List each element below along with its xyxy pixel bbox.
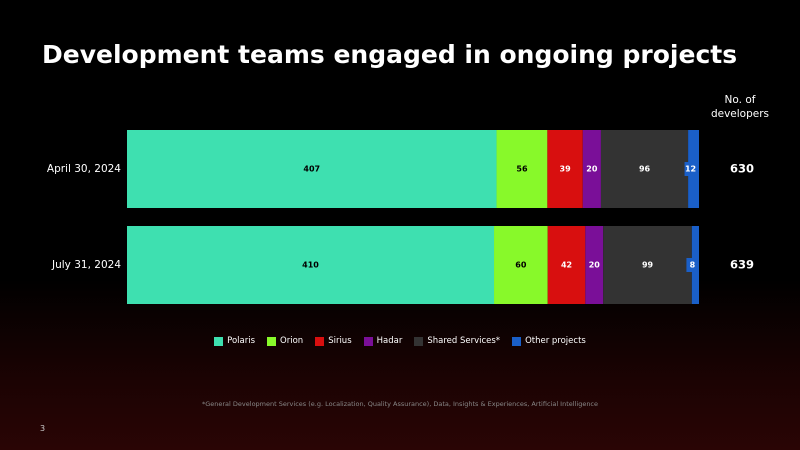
footnote: *General Development Services (e.g. Loca…: [201, 400, 599, 408]
category-label: July 31, 2024: [51, 259, 121, 271]
total-label: 639: [730, 258, 754, 272]
bar-segment: [494, 226, 548, 304]
value-label: 42: [561, 261, 572, 270]
legend-swatch: [414, 336, 424, 346]
legend: Polaris Orion Sirius Hadar Shared Services* O…: [0, 336, 800, 346]
legend-item: Polaris: [214, 336, 255, 346]
page-number: 3: [40, 424, 46, 433]
bar-segment: [547, 130, 583, 208]
value-label-box: [686, 258, 699, 272]
value-label: 12: [685, 165, 696, 174]
legend-label: Other projects: [525, 336, 586, 346]
value-label: 39: [560, 165, 572, 174]
legend-label: Sirius: [328, 336, 352, 346]
legend-label: Polaris: [227, 336, 256, 346]
legend-swatch: [267, 336, 277, 346]
bar-segment: [127, 130, 497, 208]
chart-title: Development teams engaged in ongoing pro…: [42, 40, 738, 69]
value-label: 20: [589, 261, 601, 270]
value-label: 96: [639, 165, 651, 174]
legend-label: Orion: [280, 336, 304, 346]
category-label: April 30, 2024: [47, 163, 121, 175]
bar-segment: [603, 226, 692, 304]
value-label: 60: [515, 261, 527, 270]
legend-label: Shared Services*: [427, 336, 501, 346]
value-label: 410: [302, 261, 319, 270]
bar-segment: [547, 226, 586, 304]
totals-header: No. of developers: [710, 94, 770, 120]
value-label: 56: [516, 165, 528, 174]
chart: April 30, 2024 407 56 39 20 96 12 630 July 31, 2…: [47, 130, 754, 304]
bar-segment: [582, 130, 601, 208]
bar-segment: [585, 226, 604, 304]
total-label: 630: [730, 162, 754, 176]
legend-label: Hadar: [376, 336, 403, 346]
value-label: 8: [690, 261, 696, 270]
bar-segment: [496, 130, 548, 208]
bar-segment: [127, 226, 495, 304]
legend-item: Orion: [267, 336, 303, 346]
legend-item: Hadar: [363, 336, 403, 346]
legend-item: Other projects: [512, 336, 586, 346]
legend-swatch: [315, 336, 325, 346]
legend-swatch: [214, 336, 224, 346]
value-label: 20: [586, 165, 598, 174]
bar-segment: [600, 130, 689, 208]
legend-swatch: [512, 336, 522, 346]
value-label: 407: [303, 165, 320, 174]
legend-item: Shared Services*: [414, 336, 500, 346]
value-label-box: [684, 162, 697, 176]
value-label: 99: [642, 261, 654, 270]
legend-item: Sirius: [315, 336, 352, 346]
legend-swatch: [363, 336, 373, 346]
